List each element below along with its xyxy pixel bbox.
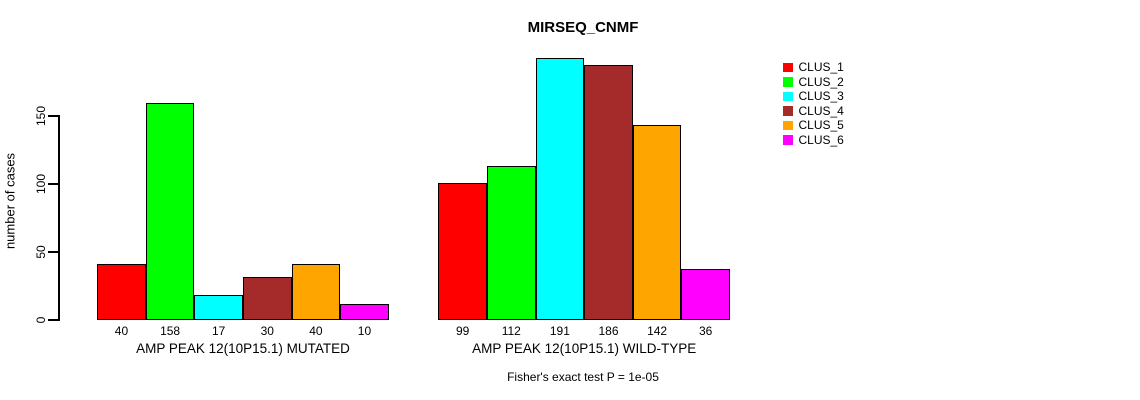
bar [97,263,146,320]
bar-value-label: 186 [598,324,619,338]
group-label: AMP PEAK 12(10P15.1) WILD-TYPE [472,341,697,356]
bar [681,269,730,320]
legend-item: CLUS_3 [783,89,844,104]
legend-item: CLUS_6 [783,133,844,148]
bar-value-label: 36 [699,324,713,338]
bar-value-label: 10 [357,324,372,338]
legend: CLUS_1 CLUS_2 CLUS_3 CLUS_4 CLUS_5 CLUS_6 [783,60,844,147]
legend-item: CLUS_1 [783,60,844,75]
bar-value-label: 30 [260,324,274,338]
legend-swatch [783,77,793,87]
y-tick-label: 0 [34,316,48,324]
legend-label: CLUS_2 [798,74,844,89]
y-axis-line [58,115,60,321]
legend-swatch [783,62,793,72]
bar-value-label: 40 [309,324,323,338]
legend-swatch [783,135,793,145]
y-axis-label: number of cases [2,152,18,250]
bar [632,124,682,320]
y-tick [48,319,58,321]
legend-label: CLUS_5 [798,118,844,132]
bar [487,165,536,320]
bar-value-label: 158 [160,324,181,338]
legend-swatch [783,120,793,130]
bar-value-label: 40 [114,324,129,338]
bar [535,58,585,320]
bar [340,304,389,320]
bar-value-label: 191 [549,324,570,338]
bar [243,277,292,320]
bar [145,103,195,320]
fisher-test-annotation: Fisher's exact test P = 1e-05 [507,370,659,384]
legend-item: CLUS_4 [783,104,844,119]
bar [291,263,341,320]
group-label: AMP PEAK 12(10P15.1) MUTATED [136,341,350,356]
legend-swatch [783,91,793,101]
bar-value-label: 99 [456,324,470,338]
bar [584,65,633,320]
y-tick [48,183,58,185]
y-tick-label: 50 [34,245,48,259]
legend-item: CLUS_5 [783,118,844,133]
chart-title: MIRSEQ_CNMF [527,19,639,36]
legend-label: CLUS_1 [798,60,844,74]
bar [194,294,243,320]
bar-value-label: 142 [647,324,668,338]
y-tick [48,115,58,117]
legend-item: CLUS_2 [783,75,844,90]
y-tick-label: 100 [34,173,48,195]
y-tick [48,251,58,253]
bar-value-label: 112 [501,324,521,338]
legend-label: CLUS_4 [798,103,844,118]
bar-value-label: 17 [212,324,226,338]
bar [438,183,487,320]
legend-label: CLUS_6 [798,132,844,147]
legend-label: CLUS_3 [798,89,844,103]
y-tick-label: 150 [34,105,48,127]
legend-swatch [783,106,793,116]
